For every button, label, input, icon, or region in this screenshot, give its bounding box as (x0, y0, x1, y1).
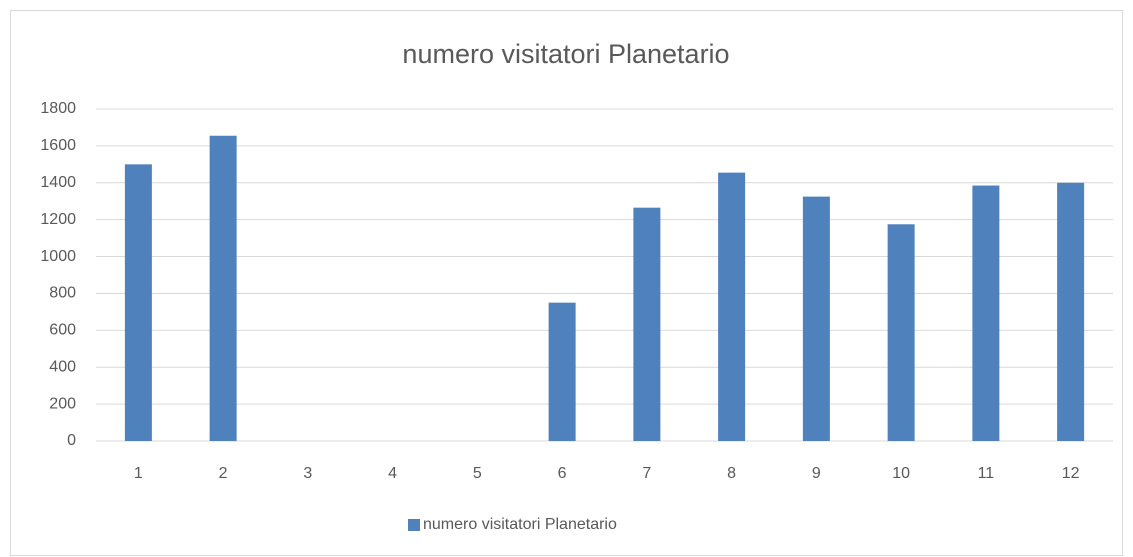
x-tick-label: 1 (134, 465, 143, 482)
y-tick-label: 0 (67, 432, 76, 449)
y-tick-label: 1600 (40, 137, 76, 154)
x-tick-label: 8 (727, 465, 736, 482)
bar (124, 164, 152, 442)
bar (548, 302, 576, 441)
bar (802, 196, 830, 441)
x-tick-label: 6 (558, 465, 567, 482)
y-tick-label: 400 (49, 358, 76, 375)
bar (633, 207, 661, 441)
chart-title: numero visitatori Planetario (402, 39, 729, 69)
y-tick-label: 200 (49, 395, 76, 412)
y-tick-label: 600 (49, 322, 76, 339)
y-tick-label: 1000 (40, 248, 76, 265)
chart-border (10, 10, 1123, 556)
legend-swatch (408, 519, 420, 531)
x-tick-label: 3 (303, 465, 312, 482)
x-tick-label: 4 (388, 465, 397, 482)
y-tick-label: 1200 (40, 211, 76, 228)
x-tick-label: 5 (473, 465, 482, 482)
bar (887, 224, 915, 441)
x-tick-label: 11 (978, 465, 995, 482)
y-tick-label: 1400 (40, 174, 76, 191)
x-tick-label: 12 (1062, 465, 1080, 482)
x-tick-label: 2 (219, 465, 228, 482)
y-tick-label: 800 (49, 285, 76, 302)
x-tick-label: 7 (642, 465, 651, 482)
x-tick-label: 9 (812, 465, 821, 482)
bar (1057, 182, 1085, 441)
bar (972, 185, 1000, 441)
y-tick-label: 1800 (40, 100, 76, 117)
legend-label: numero visitatori Planetario (423, 516, 617, 533)
bar (209, 135, 237, 441)
bar (718, 172, 746, 441)
x-tick-label: 10 (892, 465, 910, 482)
